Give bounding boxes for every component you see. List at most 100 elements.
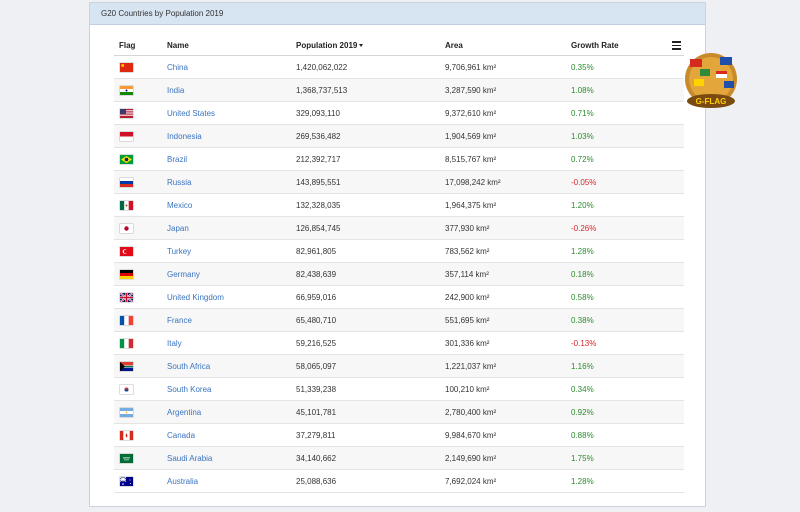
column-header-growth-rate[interactable]: Growth Rate [571, 35, 684, 56]
flag-cell [114, 55, 167, 79]
population-cell: 82,438,639 [296, 262, 445, 286]
country-link[interactable]: Japan [167, 223, 189, 233]
country-link[interactable]: India [167, 85, 185, 95]
country-link[interactable]: Russia [167, 177, 192, 187]
population-cell: 82,961,805 [296, 239, 445, 263]
name-cell: Germany [167, 262, 296, 286]
column-header-area[interactable]: Area [445, 35, 571, 56]
name-cell: Argentina [167, 400, 296, 424]
column-header-name[interactable]: Name [167, 35, 296, 56]
area-cell: 783,562 km² [445, 239, 571, 263]
table-row: Russia 143,895,551 17,098,242 km² -0.05% [114, 170, 684, 194]
flag-cell [114, 101, 167, 125]
country-link[interactable]: South Korea [167, 384, 212, 394]
country-link[interactable]: China [167, 62, 188, 72]
flag-cell [114, 216, 167, 240]
population-cell: 65,480,710 [296, 308, 445, 332]
country-link[interactable]: Turkey [167, 246, 192, 256]
growth-rate-cell: 1.20% [571, 193, 684, 217]
population-cell: 25,088,636 [296, 469, 445, 493]
table-row: Brazil 212,392,717 8,515,767 km² 0.72% [114, 147, 684, 171]
country-link[interactable]: United States [167, 108, 216, 118]
growth-rate-cell: 0.38% [571, 308, 684, 332]
area-cell: 551,695 km² [445, 308, 571, 332]
name-cell: Italy [167, 331, 296, 355]
name-cell: Indonesia [167, 124, 296, 148]
growth-rate-cell: 0.88% [571, 423, 684, 447]
turkey-flag-icon [120, 246, 133, 256]
area-cell: 301,336 km² [445, 331, 571, 355]
country-link[interactable]: United Kingdom [167, 292, 224, 302]
country-link[interactable]: Brazil [167, 154, 188, 164]
country-link[interactable]: Italy [167, 338, 182, 348]
country-link[interactable]: Canada [167, 430, 196, 440]
growth-rate-cell: 1.16% [571, 354, 684, 378]
name-cell: United Kingdom [167, 285, 296, 309]
flag-cell [114, 285, 167, 309]
table-row: India 1,368,737,513 3,287,590 km² 1.08% [114, 78, 684, 102]
canada-flag-icon [120, 430, 133, 440]
area-cell: 17,098,242 km² [445, 170, 571, 194]
name-cell: France [167, 308, 296, 332]
area-cell: 1,221,037 km² [445, 354, 571, 378]
area-cell: 1,904,569 km² [445, 124, 571, 148]
name-cell: India [167, 78, 296, 102]
area-cell: 377,930 km² [445, 216, 571, 240]
population-cell: 45,101,781 [296, 400, 445, 424]
country-link[interactable]: Indonesia [167, 131, 202, 141]
column-header-flag[interactable]: Flag [114, 35, 167, 56]
flag-cell [114, 400, 167, 424]
column-header-population[interactable]: Population 2019 [296, 35, 445, 56]
growth-rate-cell: 1.08% [571, 78, 684, 102]
logo-text: G-FLAG [696, 97, 727, 106]
flag-cell [114, 170, 167, 194]
france-flag-icon [120, 315, 133, 325]
australia-flag-icon [120, 476, 133, 486]
area-cell: 8,515,767 km² [445, 147, 571, 171]
united-kingdom-flag-icon [120, 292, 133, 302]
growth-rate-cell: 1.75% [571, 446, 684, 470]
flag-cell [114, 193, 167, 217]
growth-rate-cell: 0.92% [571, 400, 684, 424]
country-link[interactable]: Argentina [167, 407, 202, 417]
population-cell: 34,140,662 [296, 446, 445, 470]
growth-rate-cell: -0.13% [571, 331, 684, 355]
growth-rate-cell: 0.71% [571, 101, 684, 125]
flag-cell [114, 377, 167, 401]
table-header-row: Flag Name Population 2019 Area Growth Ra… [114, 35, 684, 56]
table-menu-icon[interactable] [672, 41, 681, 52]
name-cell: Turkey [167, 239, 296, 263]
name-cell: Australia [167, 469, 296, 493]
flag-cell [114, 78, 167, 102]
growth-rate-cell: 0.58% [571, 285, 684, 309]
area-cell: 242,900 km² [445, 285, 571, 309]
growth-rate-cell: -0.05% [571, 170, 684, 194]
area-cell: 357,114 km² [445, 262, 571, 286]
country-link[interactable]: France [167, 315, 192, 325]
growth-rate-cell: 1.28% [571, 469, 684, 493]
area-cell: 1,964,375 km² [445, 193, 571, 217]
flag-cell [114, 124, 167, 148]
population-cell: 58,065,097 [296, 354, 445, 378]
country-link[interactable]: Mexico [167, 200, 193, 210]
country-link[interactable]: Australia [167, 476, 199, 486]
country-link[interactable]: Germany [167, 269, 200, 279]
population-cell: 66,959,016 [296, 285, 445, 309]
table-row: Australia 25,088,636 7,692,024 km² 1.28% [114, 469, 684, 493]
country-link[interactable]: Saudi Arabia [167, 453, 213, 463]
population-cell: 329,093,110 [296, 101, 445, 125]
table-row: South Africa 58,065,097 1,221,037 km² 1.16% [114, 354, 684, 378]
flag-cell [114, 331, 167, 355]
sort-desc-icon [359, 43, 364, 47]
population-table-container: Flag Name Population 2019 Area Growth Ra… [114, 35, 684, 493]
population-cell: 126,854,745 [296, 216, 445, 240]
area-cell: 2,780,400 km² [445, 400, 571, 424]
mexico-flag-icon [120, 200, 133, 210]
table-row: France 65,480,710 551,695 km² 0.38% [114, 308, 684, 332]
growth-rate-cell: 0.35% [571, 55, 684, 79]
area-cell: 9,984,670 km² [445, 423, 571, 447]
name-cell: Japan [167, 216, 296, 240]
country-link[interactable]: South Africa [167, 361, 211, 371]
growth-rate-cell: 0.34% [571, 377, 684, 401]
name-cell: Mexico [167, 193, 296, 217]
